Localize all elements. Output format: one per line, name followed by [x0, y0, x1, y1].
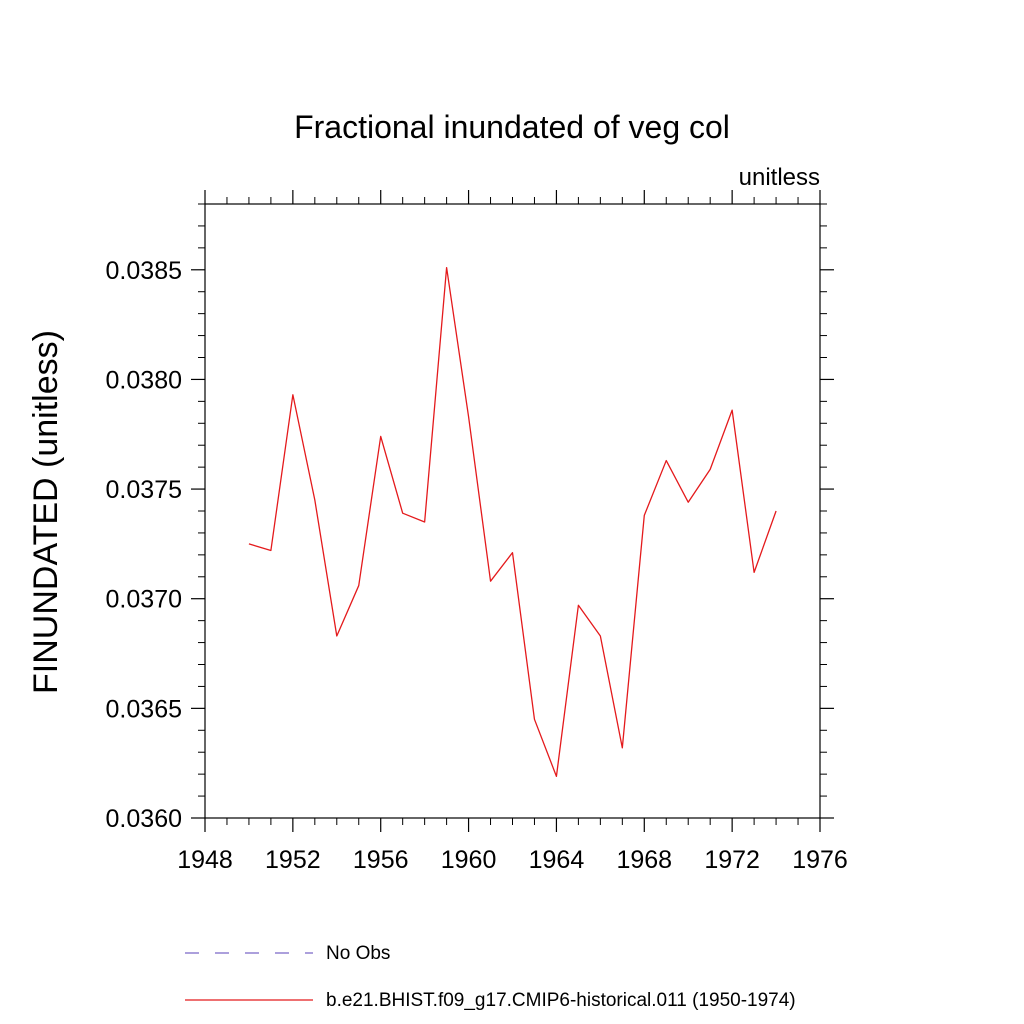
x-tick-label: 1956: [353, 846, 409, 874]
x-tick-label: 1976: [792, 846, 848, 874]
y-tick-label: 0.0380: [106, 366, 182, 394]
y-tick-label: 0.0375: [106, 476, 182, 504]
legend: No Obs b.e21.BHIST.f09_g17.CMIP6-historic…: [185, 943, 796, 1011]
y-axis-label: FINUNDATED (unitless): [27, 330, 65, 694]
x-tick-label: 1960: [441, 846, 497, 874]
y-tick-label: 0.0365: [106, 695, 182, 723]
legend-label-1: b.e21.BHIST.f09_g17.CMIP6-historical.011…: [326, 990, 796, 1011]
y-tick-label: 0.0385: [106, 257, 182, 285]
x-tick-label: 1964: [529, 846, 585, 874]
units-label: unitless: [739, 164, 820, 191]
x-tick-label: 1948: [177, 846, 233, 874]
x-tick-label: 1968: [616, 846, 672, 874]
series-lines: [248, 266, 777, 777]
y-tick-label: 0.0360: [106, 805, 182, 833]
x-tick-label: 1972: [704, 846, 760, 874]
axis-tick-labels: 1948 1952 1956 1960 1964 1968 1972 1976 0.0360 0.…: [106, 257, 848, 874]
legend-label-0: No Obs: [326, 943, 390, 964]
y-tick-label: 0.0370: [106, 586, 182, 614]
plot-frame: [204, 203, 821, 819]
series-line-0: [248, 266, 777, 777]
x-tick-label: 1952: [265, 846, 321, 874]
axis-ticks: [191, 190, 834, 832]
chart-title: Fractional inundated of veg col: [294, 109, 730, 145]
